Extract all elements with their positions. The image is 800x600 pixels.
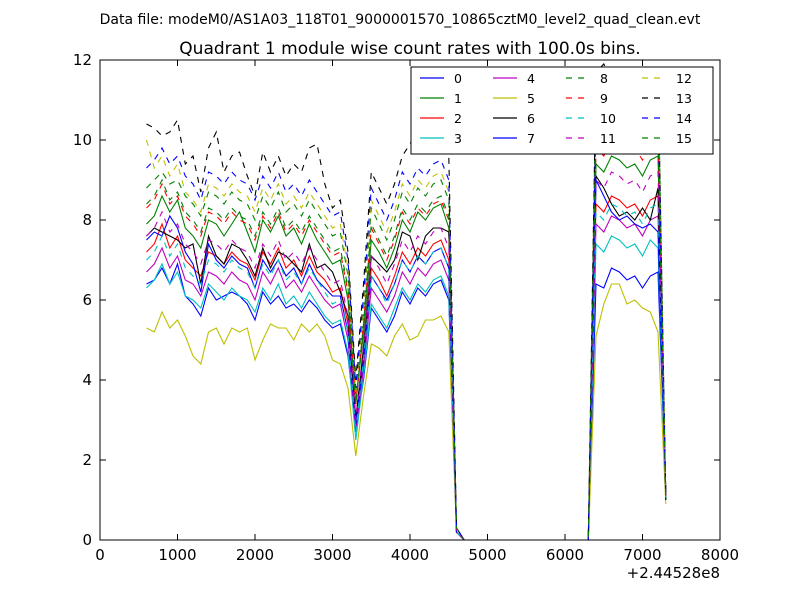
legend-label-9: 9 <box>600 91 608 106</box>
legend-label-7: 7 <box>527 131 535 146</box>
legend-label-10: 10 <box>600 111 616 126</box>
x-tick-label: 6000 <box>546 546 584 564</box>
x-offset-label: +2.44528e8 <box>627 564 720 582</box>
x-tick-label: 8000 <box>701 546 739 564</box>
legend-frame <box>410 66 714 155</box>
legend-label-14: 14 <box>676 111 692 126</box>
series-line-1 <box>146 155 667 540</box>
y-tick-label: 10 <box>73 131 92 149</box>
legend-label-3: 3 <box>454 131 462 146</box>
y-tick-label: 4 <box>82 371 92 389</box>
series-line-5 <box>146 283 667 540</box>
y-tick-label: 8 <box>82 211 92 229</box>
series-line-11 <box>146 171 667 540</box>
plot-area: 0 1000 2000 3000 4000 5000 6000 7000 8000 0 2 4 6 8 1… <box>73 51 739 582</box>
legend-label-8: 8 <box>600 71 608 86</box>
series-line-0 <box>146 262 667 540</box>
x-tick-label: 3000 <box>313 546 351 564</box>
series-line-4 <box>146 215 667 540</box>
series-line-14 <box>146 107 667 540</box>
chart-title: Quadrant 1 module wise count rates with … <box>179 39 640 59</box>
y-tick-label: 6 <box>82 291 92 309</box>
series-line-15 <box>146 131 667 540</box>
legend-label-1: 1 <box>454 91 462 106</box>
y-tick-label: 2 <box>82 451 92 469</box>
legend-label-13: 13 <box>676 91 692 106</box>
legend-label-15: 15 <box>676 131 692 146</box>
series-layer <box>145 63 667 540</box>
y-tick-label: 0 <box>82 531 92 549</box>
series-line-13 <box>146 63 667 540</box>
suptitle: Data file: modeM0/AS1A03_118T01_90000015… <box>100 12 701 28</box>
series-line-10 <box>146 203 667 540</box>
x-tick-label: 4000 <box>391 546 429 564</box>
series-line-6 <box>146 174 667 540</box>
series-line-3 <box>146 235 667 540</box>
series-line-9 <box>146 139 667 540</box>
x-tick-label: 2000 <box>236 546 274 564</box>
x-tick-label: 5000 <box>468 546 506 564</box>
x-axis: 0 1000 2000 3000 4000 5000 6000 7000 8000 <box>95 60 739 564</box>
series-line-2 <box>146 195 667 540</box>
legend-label-2: 2 <box>454 111 462 126</box>
legend-label-12: 12 <box>676 71 692 86</box>
y-tick-label: 12 <box>73 51 92 69</box>
legend-label-5: 5 <box>527 91 535 106</box>
x-tick-label: 1000 <box>158 546 196 564</box>
legend-label-0: 0 <box>454 71 462 86</box>
legend-label-4: 4 <box>527 71 535 86</box>
x-tick-label: 0 <box>95 546 105 564</box>
x-tick-label: 7000 <box>623 546 661 564</box>
legend-label-11: 11 <box>600 131 616 146</box>
series-line-8 <box>146 67 667 540</box>
legend-label-6: 6 <box>527 111 535 126</box>
